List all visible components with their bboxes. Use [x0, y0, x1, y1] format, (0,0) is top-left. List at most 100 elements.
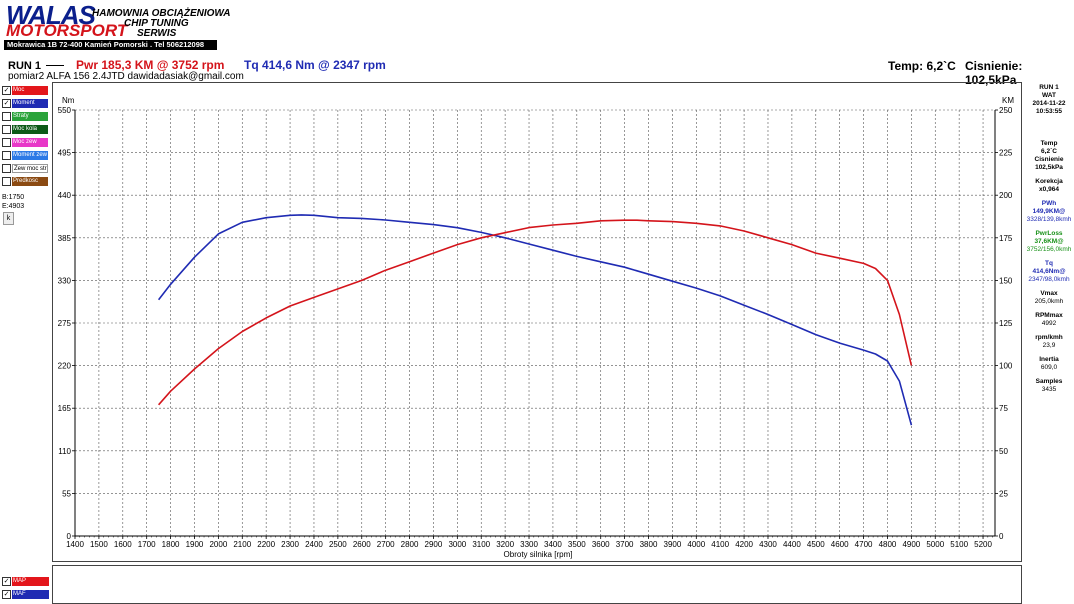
x-tick-label: 5100 — [950, 540, 968, 549]
legend-checkbox-ext-torque[interactable] — [2, 151, 11, 160]
x-tick-label: 4200 — [735, 540, 753, 549]
legend-item-losses[interactable]: Straty — [2, 110, 48, 123]
y-right-tick-label: 150 — [999, 276, 1013, 285]
x-tick-label: 1600 — [114, 540, 132, 549]
y-left-tick-label: 385 — [58, 234, 72, 243]
power-summary: Pwr 185,3 KM @ 3752 rpm — [76, 58, 225, 72]
x-tick-label: 1900 — [186, 540, 204, 549]
side-vmax-value: 205,0kmh — [1034, 298, 1064, 305]
legend-swatch-ext-power: Moc zew — [12, 138, 48, 147]
end-rpm-value: E:4903 — [2, 203, 25, 210]
chart-frame — [52, 82, 1022, 562]
y-right-tick-label: 100 — [999, 362, 1013, 371]
side-samples-value: 3435 — [1041, 386, 1057, 393]
legend-swatch-ext-torque: Moment zew — [12, 151, 48, 160]
x-tick-label: 3500 — [568, 540, 586, 549]
y-left-tick-label: 275 — [58, 319, 72, 328]
x-tick-label: 4300 — [759, 540, 777, 549]
legend-checkbox-torque[interactable]: ✓ — [2, 99, 11, 108]
legend-swatch-power: Moc — [12, 86, 48, 95]
x-tick-label: 4000 — [687, 540, 705, 549]
tagline-chip: CHIP TUNING — [124, 18, 189, 29]
legend-item-power[interactable]: ✓ Moc — [2, 84, 48, 97]
x-tick-label: 3900 — [664, 540, 682, 549]
side-inertia-value: 609,0 — [1040, 364, 1058, 371]
grid-layer — [74, 109, 995, 537]
bottom-legend-swatch-maf: MAF — [12, 590, 49, 599]
y-left-tick-label: 440 — [58, 191, 72, 200]
x-tick-label: 2200 — [257, 540, 275, 549]
legend-checkbox-ext-power[interactable] — [2, 138, 11, 147]
begin-rpm-value: B:1750 — [2, 194, 25, 201]
legend-panel: ✓ Moc ✓ Moment Straty Moc kola Moc zew M… — [2, 84, 48, 188]
legend-swatch-speed: Predkosc — [12, 177, 48, 186]
legend-item-ext-loss[interactable]: Zew moc str — [2, 162, 48, 175]
x-tick-label: 4500 — [807, 540, 825, 549]
side-run: RUN 1 — [1039, 84, 1059, 91]
y-left-tick-label: 110 — [58, 447, 71, 456]
bottom-legend-item-map[interactable]: ✓ MAP — [2, 575, 49, 588]
logo-walas: WALAS — [6, 0, 96, 30]
legend-checkbox-losses[interactable] — [2, 112, 11, 121]
x-tick-label: 2400 — [305, 540, 323, 549]
y-right-tick-label: 175 — [999, 234, 1013, 243]
k-button[interactable]: k — [3, 212, 14, 225]
legend-item-ext-torque[interactable]: Moment zew — [2, 149, 48, 162]
x-tick-label: 2500 — [329, 540, 347, 549]
bottom-legend-checkbox-maf[interactable]: ✓ — [2, 590, 11, 599]
side-correction-value: x0,964 — [1039, 186, 1059, 193]
y-left-tick-label: 165 — [58, 404, 72, 413]
y-axis-right-label: KM — [1002, 96, 1014, 105]
x-tick-label: 4800 — [879, 540, 897, 549]
x-tick-label: 2800 — [401, 540, 419, 549]
legend-checkbox-speed[interactable] — [2, 177, 11, 186]
legend-swatch-ext-loss: Zew moc str — [12, 164, 48, 173]
legend-checkbox-ext-loss[interactable] — [2, 164, 11, 173]
legend-item-speed[interactable]: Predkosc — [2, 175, 48, 188]
legend-swatch-torque: Moment — [12, 99, 48, 108]
side-pwh-label: PWh — [1041, 200, 1057, 207]
x-tick-label: 3100 — [472, 540, 490, 549]
x-tick-label: 2900 — [425, 540, 443, 549]
y-left-tick-label: 220 — [58, 362, 72, 371]
x-tick-label: 3700 — [616, 540, 634, 549]
x-tick-label: 3400 — [544, 540, 562, 549]
side-pwh-value: 149,9KM@ — [1032, 208, 1066, 215]
side-correction-label: Korekcja — [1035, 178, 1063, 185]
torque-summary: Tq 414,6 Nm @ 2347 rpm — [244, 58, 386, 72]
side-pressure-label: Cisnienie — [1034, 156, 1064, 163]
series-layer — [157, 214, 913, 426]
bottom-legend-checkbox-map[interactable]: ✓ — [2, 577, 11, 586]
side-vmax-label: Vmax — [1040, 290, 1058, 297]
side-rpmkmh-label: rpm/kmh — [1035, 334, 1063, 341]
side-rpmkmh-value: 23,9 — [1042, 342, 1056, 349]
tagline-dyno: HAMOWNIA OBCIĄŻENIOWA — [92, 8, 231, 19]
side-pwh-sub: 3328/139,8kmh — [1026, 216, 1072, 223]
side-tq-value: 414,6Nm@ — [1032, 268, 1066, 275]
legend-checkbox-power[interactable]: ✓ — [2, 86, 11, 95]
x-tick-label: 4600 — [831, 540, 849, 549]
y-right-tick-label: 125 — [999, 319, 1013, 328]
x-tick-label: 2100 — [233, 540, 251, 549]
side-tq-label: Tq — [1045, 260, 1053, 267]
y-right-tick-label: 50 — [999, 447, 1008, 456]
bottom-legend-item-maf[interactable]: ✓ MAF — [2, 588, 49, 601]
temperature-summary: Temp: 6,2`C — [888, 59, 956, 73]
legend-item-torque[interactable]: ✓ Moment — [2, 97, 48, 110]
y-left-tick-label: 0 — [67, 532, 72, 541]
address-bar: Mokrawica 1B 72-400 Kamień Pomorski . Te… — [4, 40, 217, 50]
x-tick-label: 3600 — [592, 540, 610, 549]
legend-item-wheel-power[interactable]: Moc kola — [2, 123, 48, 136]
legend-item-ext-power[interactable]: Moc zew — [2, 136, 48, 149]
tagline-service: SERWIS — [137, 28, 177, 39]
vehicle-info: pomiar2 ALFA 156 2.4JTD dawidadasiak@gma… — [8, 71, 244, 82]
bottom-legend-swatch-map: MAP — [12, 577, 49, 586]
y-left-tick-label: 550 — [58, 106, 72, 115]
x-tick-label: 5200 — [974, 540, 992, 549]
x-tick-label: 4700 — [855, 540, 873, 549]
y-right-tick-label: 0 — [999, 532, 1004, 541]
x-tick-label: 2300 — [281, 540, 299, 549]
y-right-tick-label: 225 — [999, 149, 1013, 158]
x-tick-label: 1500 — [90, 540, 108, 549]
legend-checkbox-wheel-power[interactable] — [2, 125, 11, 134]
